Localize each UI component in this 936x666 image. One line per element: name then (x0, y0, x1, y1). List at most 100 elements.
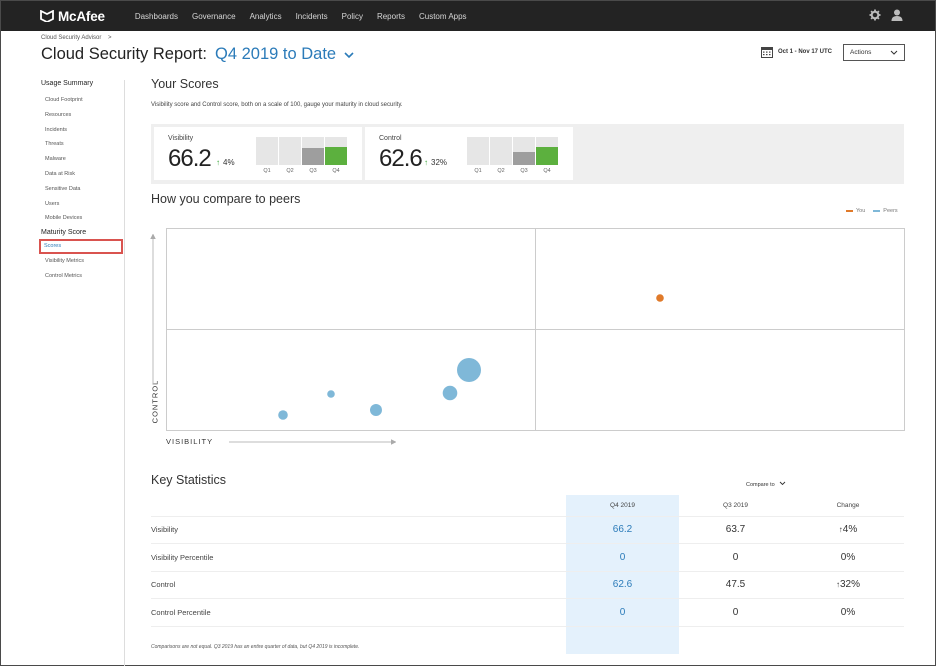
quarter-bar-fill (513, 151, 535, 165)
quarter-label: Q1 (474, 168, 482, 174)
sidebar-item-mobile-devices[interactable]: Mobile Devices (45, 215, 83, 222)
arrow-up-icon: ↑ (835, 580, 840, 590)
table-row: Visibility 66.2 63.7 ↑4% (151, 516, 904, 544)
q3-value: 0 (679, 543, 792, 572)
footnote: Comparisons are not equal. Q3 2019 has a… (151, 644, 360, 650)
row-label: Visibility (151, 516, 566, 544)
legend-swatch (846, 210, 853, 212)
quarter-bars (256, 137, 347, 165)
quarter-bar (325, 137, 347, 165)
sidebar-item-data-at-risk[interactable]: Data at Risk (45, 170, 75, 177)
score-change: ↑ 4% (216, 158, 235, 167)
peer-point (327, 390, 335, 398)
table-header-row: Q4 2019 Q3 2019 Change (151, 495, 904, 517)
peer-point (278, 410, 288, 420)
quarter-label: Q2 (497, 168, 505, 174)
score-label: Control (379, 135, 402, 142)
arrow-up-icon: ↑ (216, 158, 220, 167)
sidebar-item-users[interactable]: Users (45, 200, 60, 207)
change-text: 4% (842, 524, 858, 536)
change-text: 0% (840, 606, 856, 618)
sidebar-divider (124, 80, 125, 666)
nav-item-governance[interactable]: Governance (191, 11, 236, 21)
visibility-score-card: Visibility 66.2 ↑ 4% Q1 Q2 Q3 Q4 (154, 127, 362, 180)
sidebar-item-visibility-metrics[interactable]: Visibility Metrics (45, 258, 85, 265)
sidebar-item-sensitive-data[interactable]: Sensitive Data (45, 185, 81, 192)
nav-item-analytics[interactable]: Analytics (249, 11, 282, 21)
nav-item-custom-apps[interactable]: Custom Apps (418, 11, 467, 21)
nav-item-incidents[interactable]: Incidents (295, 11, 328, 21)
date-range-picker[interactable]: Oct 1 - Nov 17 UTC (761, 46, 832, 58)
sidebar-item-malware[interactable]: Malware (45, 156, 66, 163)
user-icon[interactable] (891, 9, 903, 21)
your-scores-title: Your Scores (151, 77, 219, 91)
nav-item-dashboards[interactable]: Dashboards (134, 11, 178, 21)
quarter-labels: Q1 Q2 Q3 Q4 (467, 168, 558, 174)
row-label: Visibility Percentile (151, 543, 566, 572)
quarter-bars (467, 137, 558, 165)
score-change-value: 32% (431, 158, 448, 167)
period-selector-label: Q4 2019 to Date (215, 45, 337, 63)
page-title-text: Cloud Security Report: (41, 45, 207, 63)
quarter-bar (279, 137, 301, 165)
sidebar-heading-usage-summary: Usage Summary (41, 80, 94, 87)
date-range-text: Oct 1 - Nov 17 UTC (778, 49, 833, 55)
page-title: Cloud Security Report: Q4 2019 to Date (41, 45, 354, 64)
legend-swatch (873, 210, 881, 212)
score-value: 66.2 (168, 145, 212, 172)
score-value: 62.6 (379, 145, 423, 172)
sidebar-item-incidents[interactable]: Incidents (45, 126, 68, 133)
quarter-label: Q4 (543, 168, 551, 174)
brand-name: McAfee (58, 8, 105, 24)
actions-dropdown[interactable]: Actions (843, 44, 905, 61)
breadcrumb: Cloud Security Advisor > (41, 35, 112, 41)
row-label: Control Percentile (151, 598, 566, 627)
legend-label: Peers (883, 208, 898, 214)
q4-value: 0 (566, 543, 679, 572)
quarter-bar (467, 137, 489, 165)
change-text: 0% (840, 551, 856, 563)
quarter-bar (302, 137, 324, 165)
nav-icons (869, 9, 903, 21)
quarter-bar (536, 137, 558, 165)
mcafee-shield-icon (40, 10, 54, 22)
change-text: 32% (839, 579, 860, 591)
peer-point (370, 404, 382, 416)
nav-item-policy[interactable]: Policy (341, 11, 363, 21)
quarter-bar-fill (325, 146, 347, 165)
calendar-icon (761, 47, 773, 58)
sidebar-item-threats[interactable]: Threats (45, 141, 64, 148)
gear-icon[interactable] (869, 9, 881, 21)
peer-point (457, 358, 481, 382)
column-header-metric (151, 495, 566, 517)
q4-value: 66.2 (566, 516, 679, 544)
breadcrumb-cloud-security-advisor[interactable]: Cloud Security Advisor (41, 35, 102, 41)
nav-items: Dashboards Governance Analytics Incident… (135, 12, 481, 21)
scores-description: Visibility score and Control score, both… (151, 102, 403, 108)
q3-value: 63.7 (679, 516, 792, 544)
nav-item-reports[interactable]: Reports (376, 11, 405, 21)
y-axis-label: CONTROL (150, 379, 160, 424)
compare-to-dropdown[interactable]: Compare to (746, 481, 786, 488)
key-statistics-title: Key Statistics (151, 473, 227, 487)
compare-to-label: Compare to (746, 482, 775, 488)
mcafee-logo[interactable]: McAfee (40, 9, 105, 24)
table-row: Control 62.6 47.5 ↑32% (151, 571, 904, 599)
quarter-bar (490, 137, 512, 165)
sidebar-item-resources[interactable]: Resources (45, 111, 72, 118)
quarter-label: Q1 (263, 168, 271, 174)
peer-plot-canvas (167, 229, 904, 430)
q3-value: 47.5 (679, 571, 792, 599)
sidebar-item-scores[interactable]: Scores (39, 239, 123, 255)
period-selector[interactable]: Q4 2019 to Date (215, 45, 354, 63)
top-navigation: McAfee Dashboards Governance Analytics I… (1, 1, 935, 31)
sidebar-item-cloud-footprint[interactable]: Cloud Footprint (45, 97, 83, 103)
peers-legend: You Peers (846, 208, 898, 214)
sidebar-item-control-metrics[interactable]: Control Metrics (45, 272, 82, 279)
quarter-bar-fill (536, 147, 558, 165)
row-label: Control (151, 571, 566, 599)
legend-label: You (856, 208, 866, 214)
change-value: ↑4% (792, 516, 904, 544)
actions-label: Actions (850, 49, 872, 56)
